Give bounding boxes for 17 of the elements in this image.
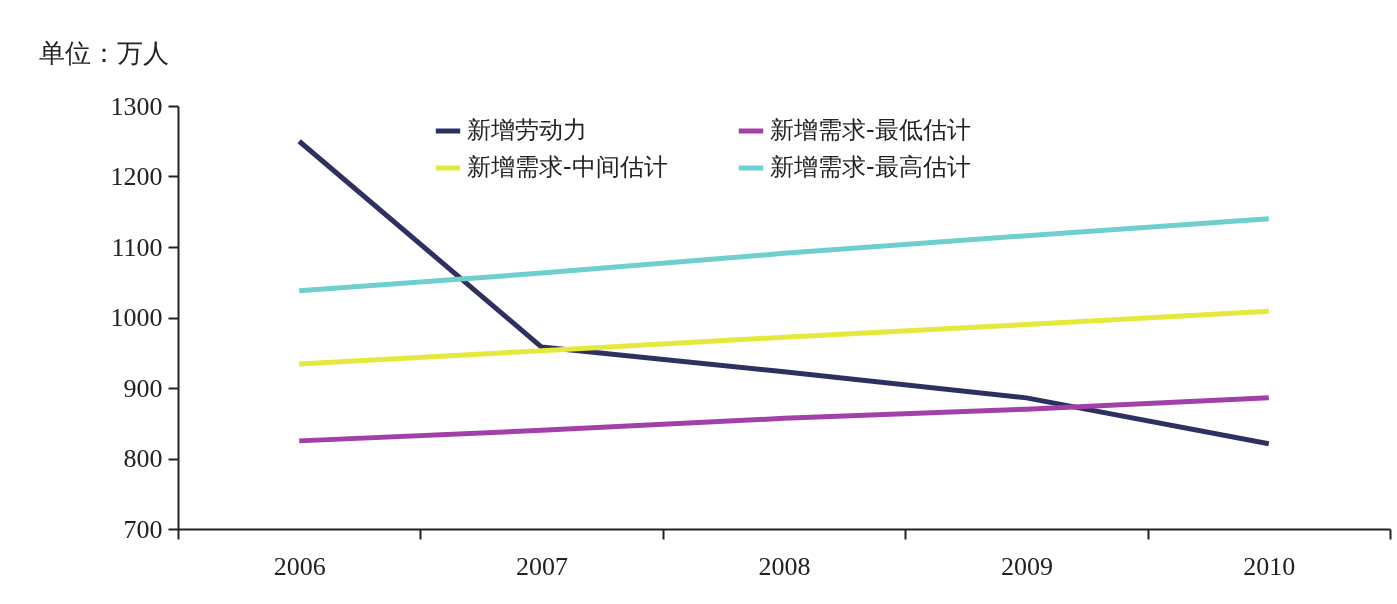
legend-label: 新增需求-最高估计 — [770, 153, 971, 181]
x-tick-label: 2010 — [1243, 551, 1296, 581]
x-tick-label: 2009 — [1000, 551, 1053, 581]
x-tick-label: 2007 — [516, 551, 569, 581]
legend-label: 新增劳动力 — [467, 116, 587, 144]
x-tick-label: 2008 — [758, 551, 811, 581]
legend-label: 新增需求-中间估计 — [467, 153, 668, 181]
y-tick-label: 800 — [123, 444, 163, 473]
y-tick-label: 1200 — [110, 162, 163, 191]
legend-label: 新增需求-最低估计 — [770, 116, 971, 144]
y-axis-title: 单位：万人 — [38, 38, 169, 68]
y-tick-label: 900 — [123, 373, 163, 403]
y-tick-label: 700 — [123, 514, 163, 544]
y-tick-label: 1300 — [110, 91, 163, 121]
x-tick-label: 2006 — [273, 551, 326, 581]
y-tick-label: 1100 — [111, 232, 163, 262]
y-tick-label: 1000 — [110, 303, 163, 332]
